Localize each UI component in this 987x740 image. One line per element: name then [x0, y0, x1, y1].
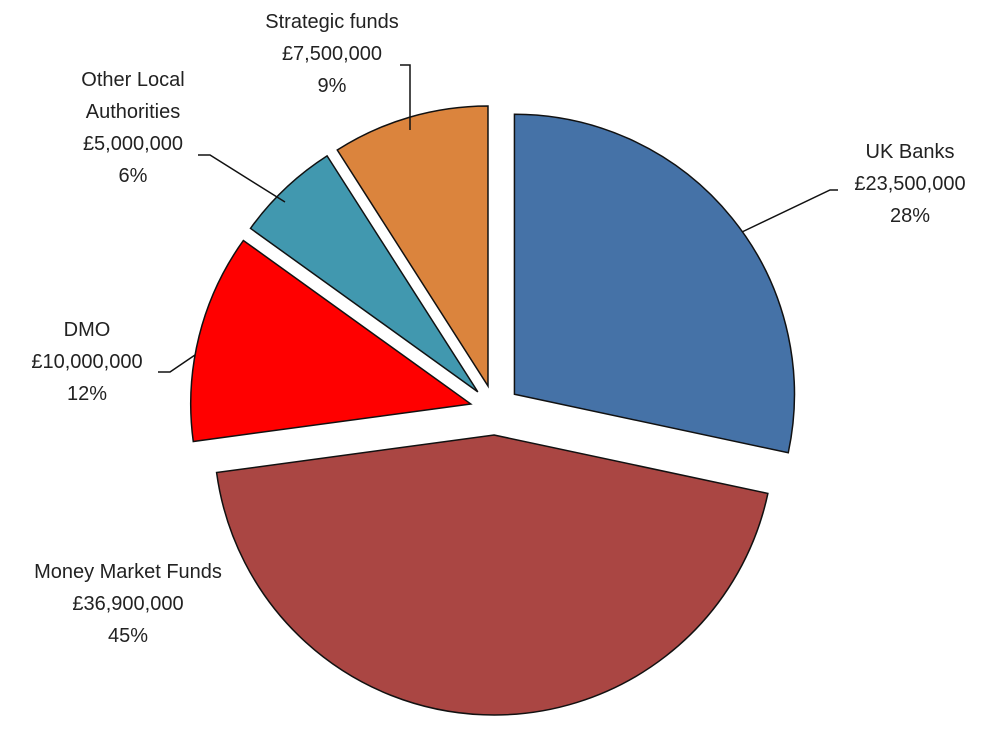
- percent-label: 28%: [889, 205, 931, 227]
- leader-line: [741, 189, 838, 233]
- value-label: £7,500,000: [281, 43, 383, 65]
- value-label: £10,000,000: [31, 351, 143, 373]
- leader-line: [158, 354, 196, 373]
- percent-label: 6%: [118, 165, 148, 187]
- percent-label: 12%: [66, 383, 108, 405]
- data-label: UK Banks £23,500,000 28%: [810, 136, 987, 232]
- category-label: Strategic funds: [265, 11, 399, 33]
- data-label: Strategic funds £7,500,000 9%: [232, 6, 432, 102]
- pie-slice: [215, 434, 769, 716]
- category-label: Other Local Authorities: [81, 69, 185, 123]
- data-label: DMO £10,000,000 12%: [2, 314, 172, 410]
- percent-label: 9%: [317, 75, 347, 97]
- data-label: Other Local Authorities £5,000,000 6%: [63, 64, 203, 192]
- value-label: £23,500,000: [854, 173, 966, 195]
- data-label: Money Market Funds £36,900,000 45%: [0, 556, 258, 652]
- category-label: DMO: [63, 319, 111, 341]
- value-label: £5,000,000: [82, 133, 184, 155]
- leader-line: [198, 154, 286, 203]
- pie-slice: [513, 113, 796, 454]
- pie-slice: [190, 239, 473, 443]
- category-label: Money Market Funds: [34, 561, 222, 583]
- percent-label: 45%: [107, 625, 149, 647]
- category-label: UK Banks: [865, 141, 955, 163]
- pie-slice: [249, 154, 479, 393]
- value-label: £36,900,000: [72, 593, 184, 615]
- leader-line: [400, 64, 411, 130]
